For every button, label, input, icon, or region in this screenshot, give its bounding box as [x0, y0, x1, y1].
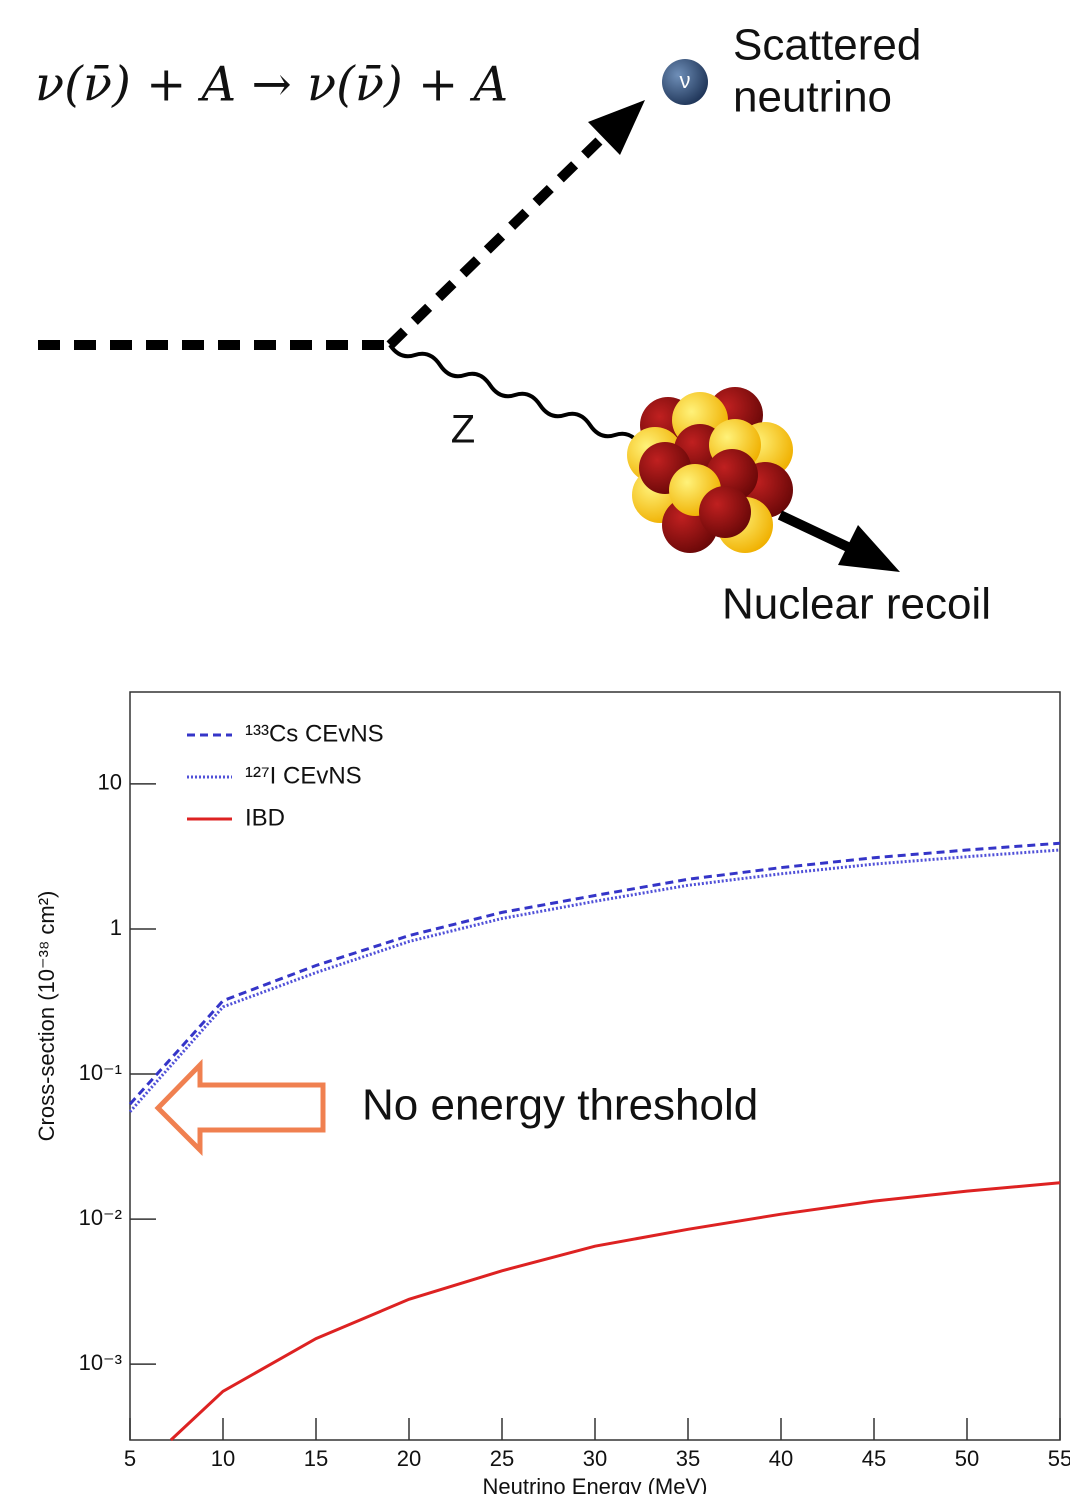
outgoing-neutrino — [390, 140, 600, 345]
legend-label: ¹³³Cs CEvNS — [245, 720, 384, 747]
y-tick-label: 10⁻² — [79, 1205, 122, 1230]
x-tick-label: 50 — [955, 1446, 979, 1471]
scattered-label: neutrino — [733, 73, 892, 122]
legend-label: ¹²⁷I CEvNS — [245, 762, 362, 789]
arrowhead — [838, 525, 900, 572]
scattered-label: Scattered — [733, 21, 921, 70]
nucleus — [627, 387, 793, 553]
x-tick-label: 10 — [211, 1446, 235, 1471]
boson-label: Z — [451, 408, 475, 452]
legend-label: IBD — [245, 804, 285, 831]
series-line — [130, 850, 1060, 1112]
page: ν(ν̄) + A → ν(ν̄) + A Z ν Scattered neut… — [0, 0, 1070, 1494]
x-axis-label: Neutrino Energy (MeV) — [483, 1474, 708, 1494]
annotation-arrow — [158, 1065, 323, 1150]
series-line — [171, 1183, 1060, 1440]
x-tick-label: 5 — [124, 1446, 136, 1471]
y-tick-label: 10⁻³ — [79, 1350, 122, 1375]
annotation: No energy threshold — [362, 1081, 758, 1130]
neutrino-symbol: ν — [680, 68, 691, 93]
recoil-arrow — [780, 515, 850, 548]
equation: ν(ν̄) + A → ν(ν̄) + A — [35, 57, 508, 113]
z-boson — [390, 345, 640, 445]
x-tick-label: 35 — [676, 1446, 700, 1471]
x-tick-label: 45 — [862, 1446, 886, 1471]
x-tick-label: 30 — [583, 1446, 607, 1471]
series-line — [130, 843, 1060, 1104]
x-tick-label: 15 — [304, 1446, 328, 1471]
x-tick-label: 20 — [397, 1446, 421, 1471]
y-tick-label: 10⁻¹ — [79, 1060, 122, 1085]
y-tick-label: 1 — [110, 915, 122, 940]
y-tick-label: 10 — [98, 770, 122, 795]
x-tick-label: 25 — [490, 1446, 514, 1471]
x-tick-label: 40 — [769, 1446, 793, 1471]
x-tick-label: 55 — [1048, 1446, 1070, 1471]
recoil-label: Nuclear recoil — [722, 580, 991, 629]
y-axis-label: Cross-section (10⁻³⁸ cm²) — [34, 891, 59, 1142]
chart: 10⁻³ 10⁻² 10⁻¹ 1 10 5 10 15 20 25 30 35 40 45 50 55 Neut… — [34, 692, 1070, 1494]
